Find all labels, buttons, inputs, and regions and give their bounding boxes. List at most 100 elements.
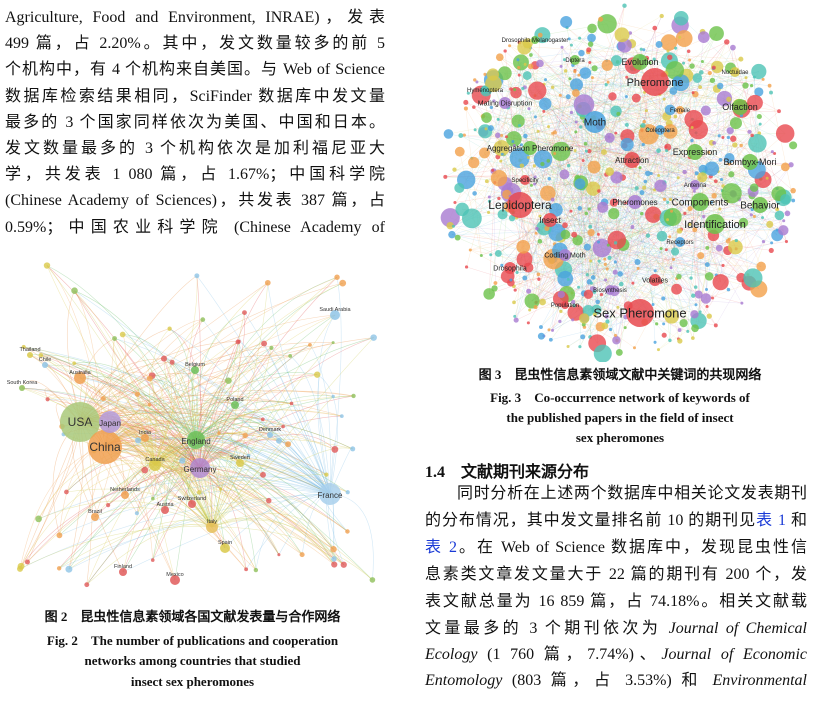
edge <box>154 276 338 466</box>
table-link[interactable]: 表 1 <box>756 512 787 529</box>
node <box>592 290 597 294</box>
edge <box>68 493 331 570</box>
edge <box>86 439 197 585</box>
edge <box>687 229 695 332</box>
section-title: 文献期刊来源分布 <box>461 464 590 481</box>
edge <box>519 42 599 235</box>
node <box>732 99 748 115</box>
edge <box>501 97 637 266</box>
figure-3-caption-en: Fig. 3 Co-occurrence network of keywords… <box>425 389 815 407</box>
edge <box>510 88 784 231</box>
edge <box>19 464 156 570</box>
node <box>648 61 652 65</box>
node <box>141 466 149 474</box>
node <box>655 125 665 135</box>
edge <box>211 403 292 528</box>
text-line: 学，共发表 1 080 篇，占 1.67%；中国科学院 <box>5 166 385 184</box>
edge <box>94 484 331 518</box>
node <box>566 277 570 281</box>
node <box>572 303 576 308</box>
edge <box>154 403 292 466</box>
edge <box>211 337 374 528</box>
edge <box>545 103 697 305</box>
node <box>119 568 127 576</box>
node <box>24 559 30 565</box>
figure-2-caption-en: insect sex pheromones <box>130 674 255 689</box>
node <box>45 397 50 402</box>
edge <box>195 372 318 441</box>
node-label: Australia <box>69 370 91 376</box>
node <box>669 87 678 95</box>
node <box>267 432 273 438</box>
node <box>726 96 732 102</box>
node <box>473 78 477 82</box>
edge <box>79 282 343 423</box>
node-label: Population <box>551 303 579 309</box>
edge <box>79 404 246 436</box>
node <box>551 131 555 135</box>
table-link[interactable]: 表 2 <box>425 539 457 556</box>
node <box>331 341 335 345</box>
edge <box>454 52 582 170</box>
edge <box>329 493 374 580</box>
node <box>711 193 717 199</box>
edge <box>536 199 671 229</box>
node <box>756 114 762 120</box>
node-label: Noctuidae <box>721 70 749 76</box>
edge <box>195 426 271 441</box>
edge <box>104 355 291 448</box>
node-label: Volatiles <box>642 277 669 284</box>
edge <box>195 411 284 441</box>
edge <box>195 400 292 441</box>
edge <box>199 467 280 555</box>
edge <box>734 144 754 192</box>
node <box>534 231 538 235</box>
node <box>780 162 790 172</box>
edge <box>27 467 201 563</box>
node <box>169 359 175 365</box>
node <box>698 70 704 75</box>
figure-3: Sex Pheromone Lepidoptera Pheromone Moth Ide… <box>440 3 798 362</box>
edge <box>114 338 331 495</box>
edge <box>445 171 719 178</box>
edge <box>309 344 331 495</box>
edge <box>628 239 730 306</box>
edge <box>104 444 331 495</box>
node <box>572 235 583 246</box>
node <box>509 148 530 169</box>
edge <box>598 101 745 243</box>
edge <box>617 61 654 305</box>
node <box>664 308 680 324</box>
node-label: Olfaction <box>722 102 758 112</box>
edge <box>510 37 680 90</box>
edge <box>522 88 626 318</box>
edge <box>630 32 745 102</box>
node <box>732 142 738 148</box>
node <box>788 162 794 168</box>
node <box>728 171 735 178</box>
node <box>464 265 469 269</box>
edge <box>317 374 338 495</box>
edge <box>539 47 676 64</box>
node <box>559 169 570 180</box>
node <box>659 247 663 251</box>
edge <box>615 261 677 290</box>
edge <box>675 116 764 242</box>
edge <box>499 57 665 200</box>
node <box>560 229 571 240</box>
edge <box>79 390 354 423</box>
node <box>761 216 765 220</box>
node <box>463 99 469 106</box>
node <box>667 54 673 60</box>
edge <box>154 457 348 493</box>
edge <box>154 442 201 469</box>
edge <box>739 199 778 236</box>
node <box>345 490 350 495</box>
section-heading: 1.4 文献期刊来源分布 <box>425 458 589 482</box>
node <box>597 259 601 263</box>
node <box>692 73 703 83</box>
node <box>778 225 789 236</box>
edge <box>163 358 201 469</box>
node <box>236 459 244 467</box>
node <box>519 143 523 147</box>
